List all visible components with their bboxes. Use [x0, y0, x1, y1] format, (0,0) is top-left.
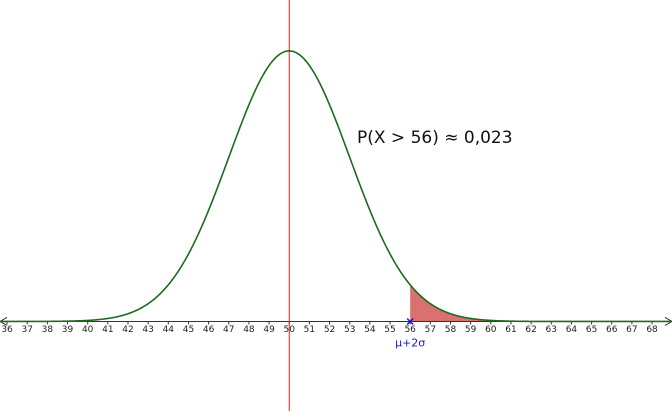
- axis-arrow: [0, 317, 8, 326]
- shaded-area: [410, 284, 672, 322]
- x-tick-label: 52: [324, 325, 335, 335]
- x-tick-label: 54: [364, 325, 376, 335]
- x-tick-label: 55: [384, 325, 395, 335]
- x-tick-label: 43: [142, 325, 153, 335]
- x-tick-label: 37: [21, 325, 32, 335]
- x-tick-label: 66: [606, 325, 618, 335]
- x-tick-label: 63: [546, 325, 557, 335]
- x-tick-label: 51: [304, 325, 315, 335]
- x-tick-label: 39: [62, 325, 74, 335]
- x-tick-label: 60: [485, 325, 497, 335]
- density-curve: [0, 50, 672, 323]
- x-tick-label: 49: [263, 325, 275, 335]
- x-tick-label: 59: [465, 325, 477, 335]
- point-marker: [406, 317, 414, 326]
- annotation: P(X > 56) ≈ 0,023: [357, 128, 513, 148]
- x-tick-label: 40: [82, 325, 94, 335]
- x-tick-label: 42: [122, 325, 133, 335]
- point-label: μ+2σ: [395, 336, 425, 349]
- axis-arrow: [664, 317, 672, 326]
- x-tick-label: 65: [586, 325, 597, 335]
- x-tick-label: 44: [163, 325, 175, 335]
- x-tick-label: 46: [203, 325, 215, 335]
- x-tick-label: 67: [626, 325, 637, 335]
- x-tick-label: 38: [42, 325, 54, 335]
- x-tick-label: 56: [404, 325, 416, 335]
- x-tick-label: 53: [344, 325, 355, 335]
- x-tick-label: 47: [223, 325, 234, 335]
- x-tick-label: 45: [183, 325, 194, 335]
- x-tick-label: 64: [566, 325, 578, 335]
- x-tick-label: 61: [505, 325, 516, 335]
- x-tick-label: 41: [102, 325, 113, 335]
- x-tick-label: 58: [445, 325, 457, 335]
- x-tick-label: 62: [525, 325, 536, 335]
- x-tick-label: 57: [425, 325, 436, 335]
- x-tick-label: 36: [1, 325, 13, 335]
- x-tick-label: 48: [243, 325, 255, 335]
- x-tick-label: 68: [646, 325, 658, 335]
